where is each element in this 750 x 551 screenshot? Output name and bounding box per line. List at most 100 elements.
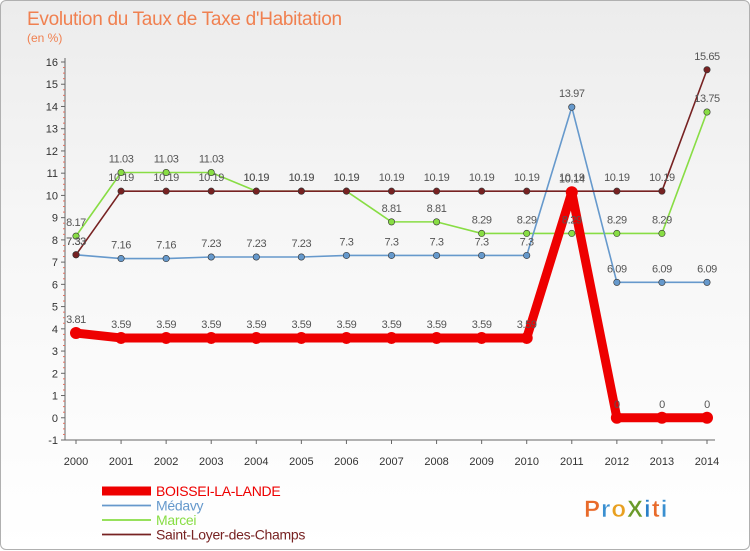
data-point — [160, 331, 173, 344]
data-point — [658, 229, 666, 237]
legend-label: Saint-Loyer-des-Champs — [156, 527, 305, 543]
x-tick-label: 2008 — [424, 456, 448, 468]
data-point — [478, 187, 486, 195]
data-point — [207, 253, 215, 261]
data-label: 10.19 — [604, 172, 630, 184]
data-point — [295, 331, 308, 344]
logo-letter: o — [611, 496, 627, 523]
data-label: 7.3 — [520, 236, 534, 248]
data-point — [387, 218, 395, 226]
data-label: 10.19 — [289, 172, 315, 184]
data-point — [205, 331, 218, 344]
data-label: 11.03 — [154, 154, 179, 166]
data-label: 3.59 — [427, 319, 447, 331]
data-label: 15.65 — [694, 51, 720, 63]
data-labels: 3.81 3.59 3.59 3.59 3.59 3.59 3.59 3.59 3.59 3.59… — [66, 51, 720, 411]
data-label: 10.19 — [334, 172, 360, 184]
proxiti-logo: ProXiti — [584, 496, 668, 524]
data-point — [430, 331, 443, 344]
data-label: 7.16 — [111, 240, 131, 252]
x-tick-label: 2005 — [289, 456, 313, 468]
data-label: 8.81 — [427, 203, 447, 215]
x-tick-label: 2002 — [154, 456, 178, 468]
data-point — [568, 229, 576, 237]
data-label: 6.09 — [697, 263, 717, 275]
data-point — [613, 229, 621, 237]
data-label: 0 — [614, 399, 620, 411]
y-tick-label: -1 — [48, 435, 58, 447]
data-label: 10.19 — [244, 172, 270, 184]
data-label: 10.19 — [559, 172, 585, 184]
data-point — [387, 187, 395, 195]
data-point — [523, 187, 531, 195]
data-point — [207, 169, 215, 177]
y-tick-label: 7 — [52, 257, 58, 269]
data-point — [162, 187, 170, 195]
data-label: 10.19 — [198, 172, 224, 184]
data-label: 7.16 — [156, 240, 176, 252]
data-label: 0 — [704, 399, 710, 411]
data-point — [613, 278, 621, 286]
logo-letter: r — [601, 496, 611, 523]
data-label: 10.19 — [514, 172, 540, 184]
data-point — [433, 251, 441, 259]
data-label: 8.29 — [472, 214, 492, 226]
data-label: 8.29 — [517, 214, 537, 226]
data-label: 3.81 — [66, 314, 86, 326]
data-point — [342, 251, 350, 259]
data-point — [117, 187, 125, 195]
y-tick-label: 6 — [52, 279, 58, 291]
data-label: 6.09 — [607, 263, 627, 275]
data-label: 3.59 — [382, 319, 402, 331]
data-label: 7.23 — [246, 238, 266, 250]
data-point — [523, 251, 531, 259]
x-tick-label: 2000 — [64, 456, 88, 468]
x-tick-label: 2003 — [199, 456, 223, 468]
data-label: 10.19 — [334, 172, 360, 184]
data-point — [701, 411, 713, 424]
data-point — [340, 331, 353, 344]
y-tick-label: 5 — [52, 302, 58, 314]
data-point — [162, 169, 170, 177]
data-label: 3.59 — [246, 319, 266, 331]
logo-letter: X — [627, 496, 644, 523]
data-label: 10.19 — [424, 172, 450, 184]
data-point — [475, 331, 488, 344]
data-point — [433, 218, 441, 226]
legend-label: BOISSEI-LA-LANDE — [156, 483, 280, 499]
data-label: 7.33 — [66, 236, 86, 248]
data-point — [72, 232, 80, 240]
y-tick-label: 8 — [52, 235, 58, 247]
data-point — [117, 169, 125, 177]
data-point — [117, 255, 125, 263]
x-tick-label: 2014 — [695, 456, 719, 468]
data-label: 3.59 — [517, 319, 537, 331]
logo-text: ProXiti — [584, 496, 668, 523]
y-tick-label: 13 — [46, 124, 58, 136]
y-tick-label: 10 — [46, 190, 58, 202]
data-label: 7.23 — [291, 238, 311, 250]
data-label: 7.33 — [66, 236, 86, 248]
data-label: 3.59 — [337, 319, 357, 331]
data-label: 7.3 — [430, 236, 444, 248]
data-label: 3.59 — [156, 319, 176, 331]
data-point — [565, 186, 578, 199]
data-label: 8.29 — [562, 214, 582, 226]
x-tick-label: 2007 — [379, 456, 403, 468]
y-tick-label: 2 — [52, 368, 58, 380]
chart-title: Evolution du Taux de Taxe d'Habitation — [27, 9, 342, 30]
x-tick-label: 2013 — [650, 456, 674, 468]
data-point — [297, 187, 305, 195]
data-point — [610, 411, 623, 424]
x-tick-label: 2006 — [334, 456, 358, 468]
y-tick-label: 11 — [47, 168, 58, 180]
data-point — [115, 331, 128, 344]
logo-letter: i — [644, 496, 652, 523]
data-label: 3.59 — [111, 319, 131, 331]
x-tick-label: 2004 — [244, 456, 268, 468]
data-label: 8.29 — [652, 214, 672, 226]
data-label: 7.3 — [384, 236, 398, 248]
data-point — [250, 331, 263, 344]
